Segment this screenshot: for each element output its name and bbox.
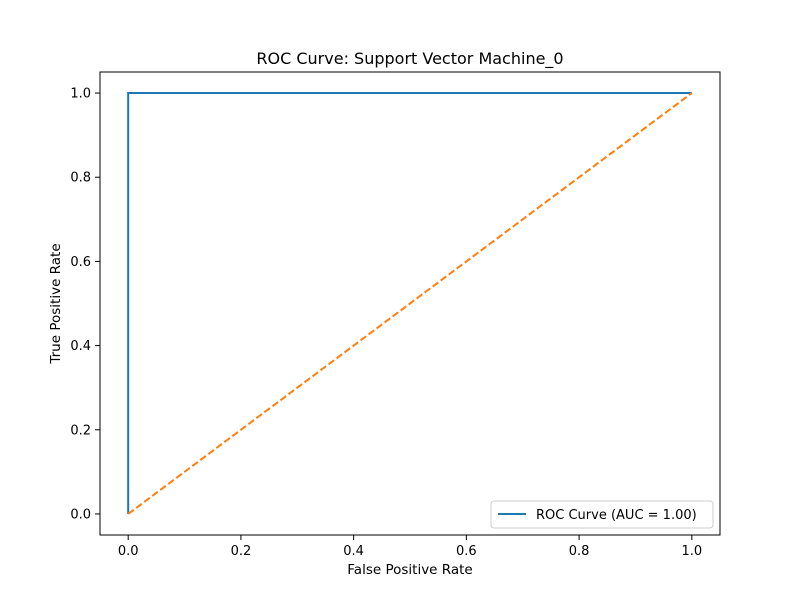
x-tick-label: 0.6	[456, 544, 477, 559]
x-tick-label: 1.0	[681, 544, 702, 559]
y-tick-label: 0.2	[70, 423, 91, 438]
chance-diagonal-line	[127, 92, 693, 515]
roc-curve-line	[127, 92, 692, 514]
legend-label-roc: ROC Curve (AUC = 1.00)	[536, 508, 697, 523]
y-tick-label: 0.8	[70, 171, 91, 186]
x-axis-label: False Positive Rate	[347, 562, 472, 578]
x-tick-label: 0.0	[118, 544, 139, 559]
x-tick-label: 0.2	[231, 544, 252, 559]
series-layer	[127, 92, 693, 515]
y-tick-label: 0.0	[70, 507, 91, 522]
y-axis-label: True Positive Rate	[48, 243, 64, 364]
y-tick-label: 1.0	[70, 87, 91, 102]
y-axis: 0.0 0.2 0.4 0.6 0.8 1.0	[70, 87, 100, 522]
x-tick-label: 0.4	[343, 544, 364, 559]
y-tick-label: 0.6	[70, 255, 91, 270]
x-tick-label: 0.8	[569, 544, 590, 559]
legend: ROC Curve (AUC = 1.00)	[490, 500, 714, 529]
x-axis: 0.0 0.2 0.4 0.6 0.8 1.0	[118, 535, 702, 559]
y-tick-label: 0.4	[70, 339, 91, 354]
legend-box	[490, 500, 714, 529]
plot-frame	[99, 71, 721, 536]
chart-title: ROC Curve: Support Vector Machine_0	[256, 49, 563, 69]
